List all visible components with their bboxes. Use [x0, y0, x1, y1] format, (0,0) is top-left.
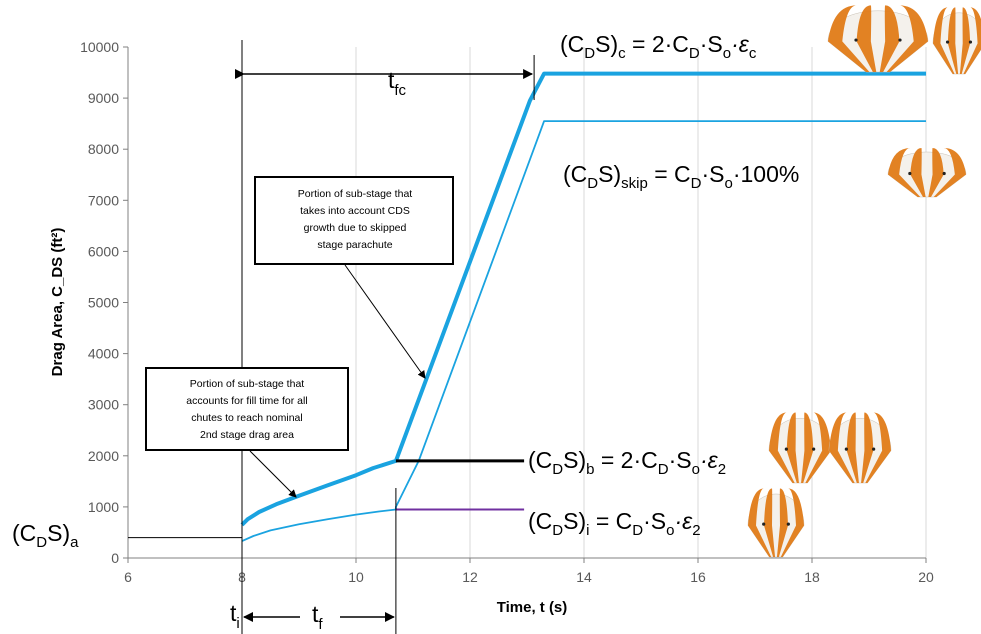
box-top-line-1: Portion of sub-stage that: [298, 188, 412, 200]
annotation-box-top: Portion of sub-stage that takes into acc…: [254, 176, 454, 265]
parachute-icons: [747, 5, 981, 558]
box-top-pointer: [344, 264, 426, 379]
parachute-icon-c2: [932, 7, 981, 75]
y-tick-label: 5000: [88, 295, 119, 311]
parachute-icon-c1: [827, 5, 929, 73]
t-i-label: ti: [230, 600, 240, 632]
y-tick-label: 0: [111, 550, 119, 566]
box-bottom-line-2: accounts for fill time for all: [186, 395, 307, 407]
x-axis-ticks: 68101214161820: [124, 558, 934, 585]
equation-skip: (CDS)skip = CD·So·100%: [563, 161, 799, 192]
y-tick-label: 9000: [88, 90, 119, 106]
box-top-line-4: stage parachute: [317, 239, 392, 251]
t-fc-label: tfc: [388, 67, 407, 99]
series-line-1: [241, 120, 926, 542]
x-tick-label: 10: [348, 569, 364, 585]
y-axis-ticks: 0 1000 2000 3000 4000 5000 6000 7000 8000 9000 100…: [80, 39, 128, 566]
y-tick-label: 6000: [88, 243, 119, 259]
y-tick-label: 3000: [88, 397, 119, 413]
cds-a-label: (CDS)a: [12, 520, 79, 551]
box-bottom-pointer: [249, 450, 297, 498]
series-group: [128, 71, 926, 542]
y-tick-label: 8000: [88, 141, 119, 157]
parachute-icon-b2: [828, 412, 892, 484]
y-tick-label: 1000: [88, 499, 119, 515]
y-tick-label: 4000: [88, 346, 119, 362]
y-tick-label: 10000: [80, 39, 119, 55]
vertical-gridlines: [241, 47, 927, 558]
t-f-label: tf: [312, 601, 323, 633]
box-top-line-2: takes into account CDS: [300, 205, 410, 217]
x-tick-label: 16: [690, 569, 706, 585]
parachute-icon-skip: [887, 148, 967, 198]
box-top-line-3: growth due to skipped: [304, 222, 407, 234]
x-tick-label: 20: [918, 569, 934, 585]
annotation-box-bottom: Portion of sub-stage that accounts for f…: [145, 367, 349, 451]
equation-i: (CDS)i = CD·So·ε2: [528, 508, 701, 539]
y-tick-label: 7000: [88, 192, 119, 208]
equation-c: (CDS)c = 2·CD·So·εc: [560, 31, 757, 62]
equation-b: (CDS)b = 2·CD·So·ε2: [528, 447, 726, 478]
y-axis-label: Drag Area, C_DS (ft²): [49, 228, 66, 377]
parachute-icon-b1: [768, 412, 832, 484]
x-tick-label: 6: [124, 569, 132, 585]
x-tick-label: 18: [804, 569, 820, 585]
box-bottom-line-1: Portion of sub-stage that: [190, 378, 304, 390]
box-bottom-line-3: chutes to reach nominal: [191, 412, 302, 424]
x-tick-label: 12: [462, 569, 478, 585]
y-tick-label: 2000: [88, 448, 119, 464]
series-line-0: [240, 71, 926, 527]
parachute-icon-i: [747, 488, 805, 558]
box-bottom-line-4: 2nd stage drag area: [200, 429, 294, 441]
x-axis-label: Time, t (s): [497, 599, 568, 616]
x-tick-label: 14: [576, 569, 592, 585]
